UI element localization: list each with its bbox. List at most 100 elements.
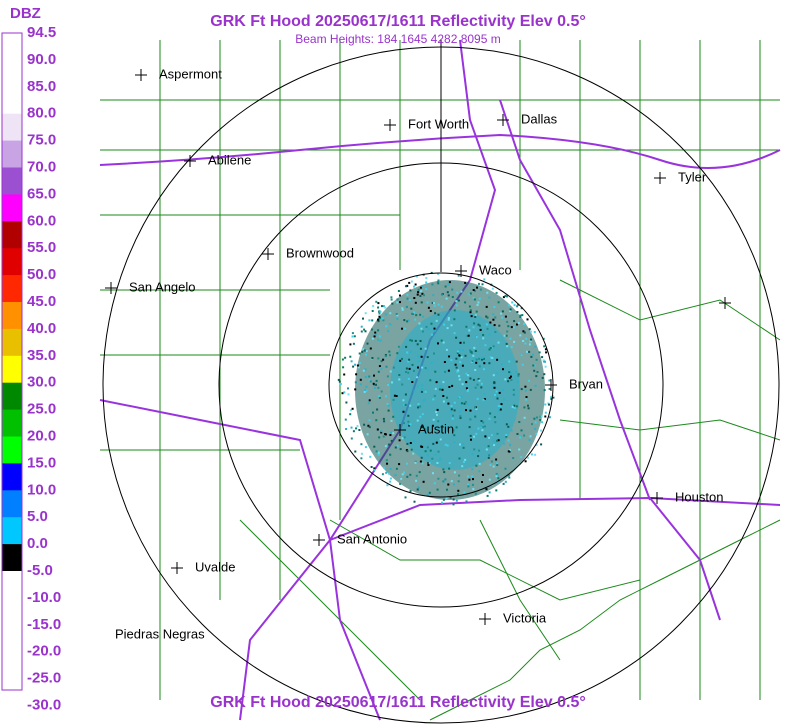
echo-pixel	[469, 311, 472, 314]
echo-pixel	[455, 366, 458, 369]
echo-pixel	[482, 421, 485, 424]
echo-pixel	[430, 333, 433, 336]
echo-pixel	[478, 462, 481, 465]
color-band	[2, 221, 22, 249]
echo-pixel	[350, 360, 353, 363]
echo-pixel	[523, 434, 526, 437]
echo-pixel	[498, 324, 501, 327]
echo-pixel	[530, 330, 532, 333]
legend-label: 35.0	[27, 347, 56, 364]
color-band	[2, 33, 22, 61]
echo-pixel	[530, 355, 533, 358]
echo-pixel	[407, 319, 410, 322]
echo-pixel	[458, 354, 461, 357]
echo-pixel	[351, 332, 354, 335]
echo-pixel	[502, 368, 504, 371]
echo-pixel	[410, 448, 413, 451]
echo-pixel	[443, 361, 446, 363]
legend-label: 90.0	[27, 51, 56, 68]
echo-pixel	[468, 293, 471, 296]
echo-pixel	[358, 429, 361, 431]
echo-pixel	[373, 374, 375, 377]
echo-pixel	[492, 345, 495, 348]
echo-pixel	[472, 357, 475, 360]
echo-pixel	[488, 454, 491, 457]
echo-pixel	[419, 340, 422, 342]
echo-pixel	[501, 316, 504, 319]
echo-pixel	[380, 431, 383, 434]
legend-label: 80.0	[27, 105, 56, 122]
echo-pixel	[420, 445, 423, 448]
echo-pixel	[408, 423, 411, 426]
echo-pixel	[494, 394, 496, 396]
echo-pixel	[424, 428, 427, 431]
echo-pixel	[434, 370, 437, 373]
echo-pixel	[380, 430, 383, 433]
echo-pixel	[510, 429, 513, 432]
echo-pixel	[527, 404, 529, 407]
echo-pixel	[404, 403, 407, 406]
echo-pixel	[386, 462, 388, 465]
echo-pixel	[359, 383, 362, 386]
city-marker	[313, 534, 325, 546]
echo-pixel	[434, 329, 437, 332]
echo-pixel	[406, 320, 409, 323]
echo-pixel	[406, 293, 409, 296]
echo-pixel	[424, 450, 427, 453]
echo-pixel	[515, 405, 518, 408]
echo-pixel	[436, 408, 439, 411]
echo-pixel	[371, 337, 374, 340]
echo-pixel	[535, 432, 538, 435]
color-band	[2, 409, 22, 437]
echo-pixel	[472, 289, 475, 291]
echo-pixel	[349, 409, 352, 412]
echo-pixel	[422, 315, 425, 318]
echo-pixel	[475, 358, 478, 361]
echo-pixel	[442, 400, 445, 403]
echo-pixel	[436, 462, 439, 464]
echo-pixel	[465, 325, 468, 328]
echo-pixel	[436, 280, 439, 283]
echo-pixel	[404, 496, 407, 499]
echo-pixel	[383, 466, 386, 469]
echo-pixel	[478, 282, 480, 285]
echo-pixel	[416, 488, 419, 491]
echo-pixel	[408, 299, 411, 302]
echo-pixel	[492, 318, 495, 321]
echo-pixel	[453, 401, 456, 404]
echo-pixel	[519, 316, 522, 318]
echo-pixel	[349, 413, 352, 416]
echo-pixel	[411, 339, 413, 342]
echo-pixel	[401, 437, 404, 440]
echo-pixel	[485, 315, 488, 318]
city-marker	[262, 248, 274, 260]
echo-pixel	[482, 425, 485, 428]
legend-label: -30.0	[27, 696, 61, 713]
echo-pixel	[492, 374, 495, 377]
echo-pixel	[503, 398, 506, 401]
echo-pixel	[442, 480, 445, 483]
echo-pixel	[504, 378, 507, 381]
echo-pixel	[519, 436, 522, 439]
echo-pixel	[543, 389, 546, 392]
echo-pixel	[420, 456, 423, 459]
echo-pixel	[442, 468, 445, 471]
echo-pixel	[461, 364, 464, 367]
echo-pixel	[430, 361, 433, 364]
echo-pixel	[432, 472, 434, 475]
range-rings	[102, 40, 780, 724]
echo-pixel	[437, 279, 440, 282]
echo-pixel	[405, 305, 408, 308]
echo-pixel	[361, 350, 364, 353]
echo-pixel	[467, 403, 470, 406]
echo-pixel	[517, 374, 520, 377]
echo-pixel	[432, 418, 435, 421]
echo-pixel	[541, 421, 543, 424]
echo-pixel	[413, 311, 416, 314]
echo-pixel	[392, 432, 395, 435]
echo-pixel	[530, 338, 532, 341]
echo-pixel	[469, 418, 472, 421]
echo-pixel	[493, 324, 496, 327]
echo-pixel	[484, 344, 487, 347]
echo-pixel	[379, 310, 382, 313]
